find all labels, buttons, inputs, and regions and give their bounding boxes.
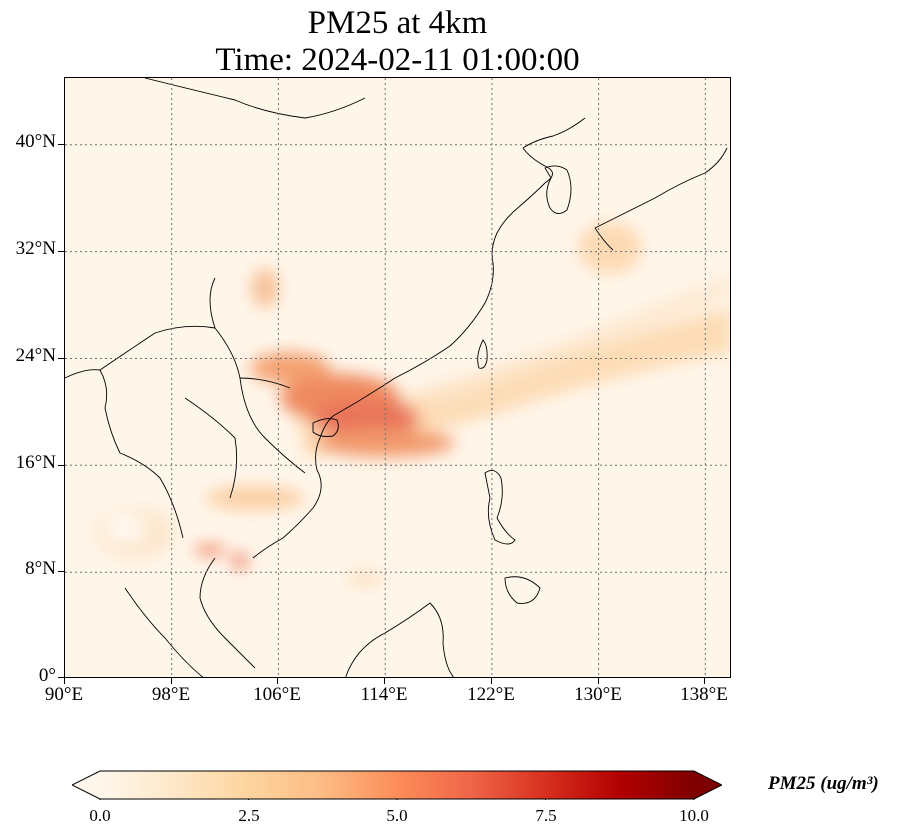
lon-tick-label: 114°E <box>360 684 408 705</box>
luzon <box>484 469 516 545</box>
map-background <box>65 78 730 677</box>
lat-tick-mark <box>58 144 64 145</box>
taiwan <box>477 339 488 369</box>
lon-tick-mark <box>171 678 172 684</box>
colorbar-tick-label: 0.0 <box>89 806 111 825</box>
lat-tick-label: 24°N <box>15 345 56 366</box>
plume-thailand-b <box>233 553 247 569</box>
malay-coast <box>199 557 256 669</box>
plume-indochina <box>205 486 305 510</box>
borneo <box>345 602 454 677</box>
lon-tick-label: 130°E <box>574 684 622 705</box>
lat-tick-label: 32°N <box>15 238 56 259</box>
lat-tick-mark <box>58 571 64 572</box>
plume-band-north <box>425 278 730 408</box>
lat-tick-label: 40°N <box>15 131 56 152</box>
lon-tick-mark <box>598 678 599 684</box>
japan <box>594 147 728 251</box>
mindanao <box>504 576 541 604</box>
gridlines <box>65 78 730 677</box>
plume-core-north <box>250 352 330 384</box>
lon-tick-label: 98°E <box>151 684 191 705</box>
pm25-concentration-field <box>95 222 730 586</box>
plume-thailand-a <box>194 545 226 555</box>
plume-borneo <box>345 570 385 586</box>
lon-tick-label: 138°E <box>680 684 728 705</box>
lat-tick-mark <box>58 465 64 466</box>
plume-inland <box>251 268 279 308</box>
lon-tick-mark <box>277 678 278 684</box>
colorbar-extend-min <box>72 771 100 799</box>
lon-tick-label: 106°E <box>253 684 301 705</box>
lat-tick-mark <box>58 358 64 359</box>
sumatra <box>124 587 204 677</box>
inland-borders <box>99 277 306 499</box>
hainan <box>312 418 339 437</box>
chart-subtitle-time: Time: 2024-02-11 01:00:00 <box>215 42 580 78</box>
lat-tick-label: 0° <box>38 665 56 686</box>
colorbar-tick-label: 5.0 <box>386 806 408 825</box>
colorbar-gradient <box>100 771 694 799</box>
colorbar-extend-max <box>694 771 722 799</box>
lon-tick-mark <box>704 678 705 684</box>
coastlines <box>65 78 728 677</box>
lat-tick-mark <box>58 251 64 252</box>
korea <box>544 165 572 214</box>
lon-tick-mark <box>491 678 492 684</box>
colorbar-graphic <box>70 770 724 803</box>
lon-tick-mark <box>384 678 385 684</box>
pm25-map <box>65 78 730 677</box>
myanmar-coast <box>65 369 184 539</box>
lon-tick-label: 122°E <box>467 684 515 705</box>
lon-tick-mark <box>64 678 65 684</box>
chart-title: PM25 at 4km <box>307 5 488 41</box>
lat-tick-mark <box>58 677 64 678</box>
map-panel <box>64 77 731 678</box>
bohai-coast <box>522 117 586 149</box>
colorbar-tick-label: 7.5 <box>535 806 557 825</box>
plume-core-hainan <box>310 400 420 436</box>
colorbar-label: PM25 (ug/m³) <box>768 773 879 794</box>
lon-tick-label: 90°E <box>44 684 84 705</box>
mongolia-border <box>144 78 366 119</box>
colorbar-tick-label: 10.0 <box>679 806 709 825</box>
lat-tick-label: 16°N <box>15 452 56 473</box>
light-patch-west <box>105 514 145 542</box>
colorbar <box>70 770 724 803</box>
lat-tick-label: 8°N <box>25 558 56 579</box>
colorbar-tick-label: 2.5 <box>238 806 260 825</box>
plume-sw-japan <box>578 222 642 274</box>
